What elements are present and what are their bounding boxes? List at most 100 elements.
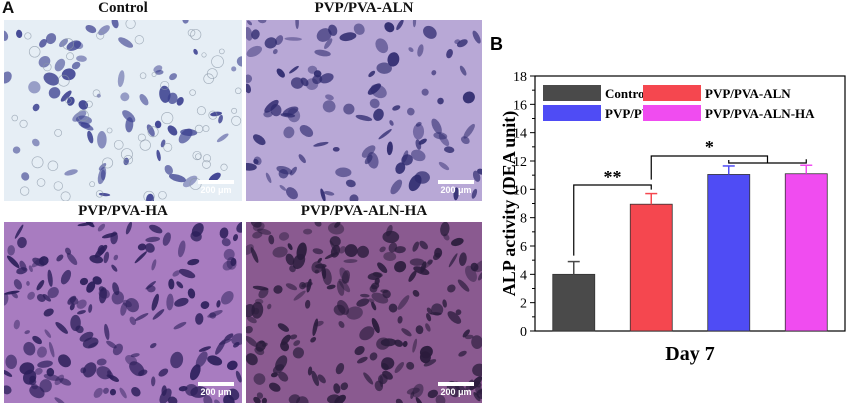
stain-spot bbox=[447, 311, 462, 324]
stain-spot bbox=[312, 74, 323, 85]
stain-spot bbox=[76, 55, 87, 62]
stain-spot bbox=[24, 330, 30, 335]
stain-spot bbox=[402, 341, 408, 348]
stain-spot bbox=[475, 386, 482, 394]
stain-spot bbox=[397, 295, 410, 310]
stain-spot bbox=[4, 369, 13, 377]
stain-spot bbox=[264, 37, 278, 49]
cell-outline bbox=[158, 190, 167, 200]
micro-title-control: Control bbox=[98, 0, 148, 16]
stain-spot bbox=[246, 45, 263, 57]
stain-spot bbox=[273, 285, 283, 294]
stain-spot bbox=[353, 23, 365, 35]
stain-spot bbox=[447, 284, 456, 293]
stain-spot bbox=[152, 309, 165, 320]
stain-spot bbox=[253, 396, 261, 403]
stain-spot bbox=[178, 386, 188, 392]
stain-spot bbox=[32, 335, 43, 345]
stain-spot bbox=[65, 247, 72, 255]
cell-outline bbox=[96, 31, 105, 40]
stain-spot bbox=[16, 29, 23, 39]
stain-spot bbox=[209, 312, 217, 319]
stain-spot bbox=[154, 120, 162, 129]
bar-3 bbox=[707, 174, 751, 332]
stain-spot bbox=[32, 103, 40, 112]
stain-spot bbox=[473, 391, 481, 402]
stain-spot bbox=[354, 346, 365, 356]
stain-spot bbox=[270, 103, 282, 117]
stain-spot bbox=[129, 361, 145, 377]
cell-outline bbox=[137, 133, 146, 142]
stain-spot bbox=[162, 232, 171, 246]
stain-spot bbox=[125, 117, 134, 133]
stain-spot bbox=[324, 38, 333, 50]
stain-spot bbox=[98, 192, 111, 197]
stain-spot bbox=[314, 269, 320, 274]
x-axis-label: Day 7 bbox=[665, 343, 714, 365]
stain-spot bbox=[343, 259, 358, 263]
stain-spot bbox=[341, 270, 351, 284]
significance-bracket bbox=[650, 155, 769, 180]
stain-spot bbox=[408, 270, 417, 282]
stain-spot bbox=[246, 325, 253, 334]
stain-spot bbox=[288, 394, 301, 403]
cell-outline bbox=[89, 181, 96, 188]
stain-spot bbox=[453, 187, 459, 201]
stain-spot bbox=[252, 222, 265, 232]
stain-spot bbox=[415, 121, 422, 127]
stain-spot bbox=[216, 300, 221, 308]
bar-1 bbox=[552, 273, 596, 332]
stain-spot bbox=[149, 224, 163, 234]
legend-swatch bbox=[643, 85, 701, 101]
stain-spot bbox=[71, 61, 81, 70]
stain-spot bbox=[29, 375, 36, 383]
stain-spot bbox=[191, 222, 204, 237]
stain-spot bbox=[93, 387, 103, 398]
cell-outline bbox=[95, 190, 104, 198]
stain-spot bbox=[111, 20, 119, 29]
scale-bar-label: 200 μm bbox=[440, 387, 472, 397]
stain-spot bbox=[119, 387, 127, 399]
stain-spot bbox=[419, 345, 433, 359]
stain-spot bbox=[215, 339, 226, 355]
stain-spot bbox=[265, 172, 272, 184]
y-tick-label: 8 bbox=[520, 212, 527, 227]
stain-spot bbox=[379, 246, 386, 253]
stain-spot bbox=[394, 362, 405, 374]
stain-spot bbox=[167, 125, 178, 136]
stain-spot bbox=[412, 338, 418, 353]
stain-spot bbox=[78, 121, 94, 131]
stain-spot bbox=[172, 270, 181, 277]
stain-spot bbox=[195, 351, 208, 368]
stain-spot bbox=[200, 301, 210, 309]
stain-spot bbox=[272, 364, 285, 374]
cell-outline bbox=[218, 48, 225, 55]
stain-spot bbox=[145, 243, 155, 253]
cell-outline bbox=[202, 154, 212, 163]
legend-label: Control bbox=[605, 86, 648, 101]
stain-spot bbox=[382, 370, 393, 380]
stain-spot bbox=[252, 134, 266, 146]
stain-spot bbox=[414, 171, 430, 184]
stain-spot bbox=[346, 306, 363, 320]
bar-2 bbox=[629, 203, 673, 332]
stain-spot bbox=[195, 313, 204, 325]
stain-spot bbox=[431, 118, 442, 135]
stain-spot bbox=[477, 271, 482, 281]
stain-spot bbox=[280, 341, 290, 352]
stain-spot bbox=[446, 48, 453, 59]
micro-title-aln-ha: PVP/PVA-ALN-HA bbox=[300, 203, 428, 219]
stain-spot bbox=[210, 111, 223, 117]
stain-spot bbox=[334, 394, 346, 403]
stain-spot bbox=[246, 83, 252, 94]
stain-spot bbox=[289, 334, 298, 340]
stain-spot bbox=[338, 321, 345, 328]
stain-spot bbox=[367, 83, 381, 95]
y-tick-label: 10 bbox=[513, 183, 527, 198]
stain-spot bbox=[322, 100, 336, 113]
stain-spot bbox=[312, 248, 324, 255]
stain-spot bbox=[261, 397, 267, 403]
stain-spot bbox=[383, 251, 397, 261]
cell-outline bbox=[19, 186, 30, 196]
stain-spot bbox=[259, 340, 264, 344]
